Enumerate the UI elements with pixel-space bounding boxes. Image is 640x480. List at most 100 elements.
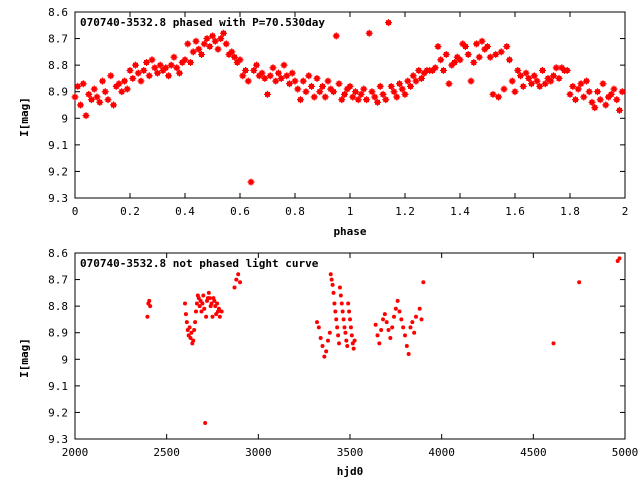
phased-data-point [445,80,453,88]
unphased-xtick-label: 2000 [62,446,89,459]
phased-data-point [335,80,343,88]
unphased-data-point [194,309,198,314]
phased-data-point [316,88,324,96]
phased-data-point [211,37,219,45]
phased-data-point [244,77,252,85]
unphased-xtick-label: 3500 [337,446,364,459]
unphased-ytick-label: 8.9 [48,327,68,340]
phased-data-point [277,74,285,82]
phased-data-point [132,61,139,69]
phased-data-point [176,69,183,77]
phased-data-point [492,51,500,59]
phased-data-point [107,72,115,80]
unphased-data-point [344,338,349,343]
phased-data-point [338,96,346,104]
phased-data-point [115,80,123,88]
phased-xtick-label: 1.4 [450,205,470,218]
phased-data-point [555,74,563,82]
phased-ytick-label: 8.6 [48,6,68,19]
unphased-data-point [412,330,417,335]
phased-data-point [456,56,464,64]
unphased-data-point [393,306,398,311]
unphased-data-point [210,314,215,319]
phased-data-point [398,85,406,93]
unphased-ytick-label: 9.3 [48,433,68,446]
unphased-data-point [207,296,212,301]
unphased-data-point [347,309,352,314]
unphased-data-point [351,346,356,351]
phased-xtick-label: 1.8 [560,205,580,218]
unphased-data-point [219,309,224,314]
unphased-data-point [577,280,582,285]
phased-data-point [162,64,170,72]
phased-ytick-label: 9.3 [48,192,68,205]
unphased-data-point [147,298,152,303]
phased-data-point [514,66,522,74]
phased-data-point [118,88,126,96]
unphased-data-point [338,293,343,298]
phased-data-point [613,96,621,104]
phased-data-point [104,96,112,104]
phased-xtick-label: 0.4 [175,205,195,218]
phased-data-point [101,88,109,96]
phased-data-point [500,85,508,93]
unphased-data-point [401,325,406,330]
unphased-plot: 2000 2500 3000 3500 4000 4500 5000 8.6 8.7 8.8 8.9… [18,247,638,478]
phased-data-point [165,72,172,80]
unphased-data-point [617,256,622,261]
phased-data-point [71,93,79,101]
unphased-data-point [381,317,385,322]
phased-data-point [134,69,142,77]
phased-data-point [74,82,82,90]
phased-data-point [266,72,274,80]
unphased-data-point [334,317,339,322]
unphased-data-point [192,328,197,333]
unphased-data-point [332,301,337,306]
phased-data-point [79,80,87,88]
unphased-data-point [183,312,188,317]
phased-data-point [536,82,544,90]
phased-data-point [365,29,373,37]
phased-data-point [486,53,494,61]
phased-xtick-label: 1.6 [505,205,525,218]
unphased-data-point [148,304,153,309]
phased-data-point [393,93,401,101]
phased-data-point [242,66,249,74]
phased-data-point [596,96,604,104]
phased-data-point [148,56,156,64]
phased-data-point [129,74,137,82]
phased-data-point [580,93,588,101]
phased-data-point [407,82,414,90]
unphased-data-point [397,309,402,314]
phased-data-point [231,53,238,61]
phased-data-point [294,85,302,93]
unphased-data-point [419,317,424,322]
phased-data-point [184,40,192,48]
unphased-ytick-label: 8.8 [48,300,68,313]
phased-data-point [440,66,447,74]
phased-data-point [434,43,442,51]
unphased-xtick-label: 5000 [612,446,639,459]
phased-data-point [137,77,145,85]
unphased-data-point [375,333,380,338]
phased-data-point [299,77,307,85]
unphased-data-point [345,344,350,348]
unphased-data-point [216,306,221,311]
phased-data-point [154,69,161,77]
phased-data-point [110,101,117,109]
unphased-data-point [234,277,239,282]
phased-data-point [189,48,197,56]
phased-data-point [467,77,475,85]
unphased-data-point [551,341,556,346]
phased-data-point [247,178,255,186]
phased-data-point [539,66,546,74]
unphased-data-point [183,301,187,306]
phased-data-point [566,90,574,98]
phased-data-point [506,56,513,64]
unphased-data-point [342,325,347,330]
phased-data-point [217,35,225,43]
unphased-plot-points [145,256,622,426]
phased-data-point [123,85,131,93]
unphased-data-point [392,314,396,319]
phased-data-point [349,93,357,101]
